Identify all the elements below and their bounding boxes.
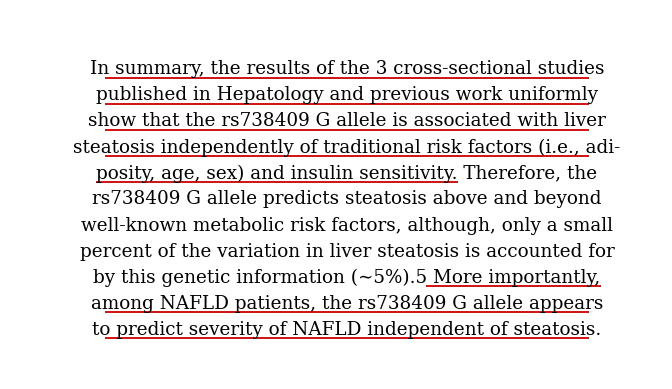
Text: posity, age, sex) and insulin sensitivity. Therefore, the: posity, age, sex) and insulin sensitivit… xyxy=(97,165,597,183)
Text: published in Hepatology and previous work uniformly: published in Hepatology and previous wor… xyxy=(96,86,598,104)
Text: steatosis independently of traditional risk factors (i.e., adi-: steatosis independently of traditional r… xyxy=(73,138,621,157)
Text: well-known metabolic risk factors, although, only a small: well-known metabolic risk factors, altho… xyxy=(81,217,613,235)
Text: rs738409 G allele predicts steatosis above and beyond: rs738409 G allele predicts steatosis abo… xyxy=(92,191,601,209)
Text: among NAFLD patients, the rs738409 G allele appears: among NAFLD patients, the rs738409 G all… xyxy=(91,295,603,313)
Text: by this genetic information (∼5%).5 More importantly,: by this genetic information (∼5%).5 More… xyxy=(93,269,601,287)
Text: show that the rs738409 G allele is associated with liver: show that the rs738409 G allele is assoc… xyxy=(88,112,606,130)
Text: to predict severity of NAFLD independent of steatosis.: to predict severity of NAFLD independent… xyxy=(92,321,601,339)
Text: percent of the variation in liver steatosis is accounted for: percent of the variation in liver steato… xyxy=(79,243,614,261)
Text: In summary, the results of the 3 cross-sectional studies: In summary, the results of the 3 cross-s… xyxy=(90,60,604,78)
